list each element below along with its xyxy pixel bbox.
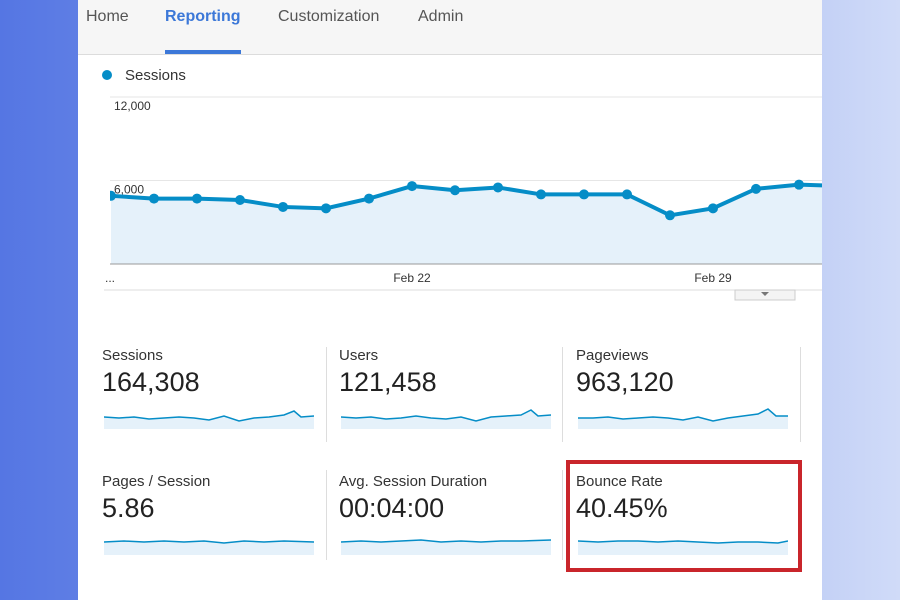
area [111,184,822,264]
point [536,189,546,200]
metric-card[interactable]: Pages / Session 5.86 [102,473,322,568]
metric-card[interactable]: Bounce Rate 40.45% [576,473,796,568]
legend-dot [102,70,112,80]
spark-line [341,539,551,543]
point [794,179,804,190]
divider [800,347,801,442]
spark-line [578,408,788,422]
point [110,190,116,201]
spark-line [341,409,551,422]
x-tick-label: Feb 22 [393,271,431,285]
point [665,210,675,221]
metric-value: 963,120 [576,367,674,397]
metric-value: 121,458 [339,367,437,397]
nav-bar: Home Reporting Customization Admin [78,0,822,55]
metric-label: Avg. Session Duration [339,473,488,490]
point [751,183,761,194]
metric-label: Sessions [102,347,163,364]
divider [562,470,563,560]
point [708,203,718,214]
point [278,201,288,212]
spark-area [104,541,314,555]
point [622,189,632,200]
line [110,182,822,218]
sparkline [578,408,788,429]
toggle-arrow [761,292,769,296]
metric-value: 40.45% [576,493,668,523]
metric-label: Bounce Rate [576,473,663,490]
nav-tab[interactable]: Home [86,8,129,25]
sparkline [341,539,551,555]
metric-value: 164,308 [102,367,200,397]
plot [110,179,822,264]
spark-line [104,410,314,422]
nav-tab[interactable]: Customization [278,8,380,25]
metric-label: Users [339,347,379,364]
point [149,193,159,204]
spark-area [578,409,788,429]
sparkline [104,540,314,555]
metric-card[interactable]: Users 121,458 [339,347,559,442]
point [192,193,202,204]
metric-value: 5.86 [102,493,155,523]
spark-area [578,541,788,555]
metric-card[interactable]: Sessions 164,308 [102,347,322,442]
panel: Home Reporting Customization Admin Sessions… [78,0,822,600]
y-tick-label: 6,000 [114,183,144,197]
point [579,189,589,200]
nav-tab[interactable]: Admin [418,8,464,25]
point [364,193,374,204]
x-tick-label: ... [105,271,115,285]
divider [326,470,327,560]
y-tick-label: 12,000 [114,99,151,113]
sparkline [341,409,551,429]
x-tick-label: Feb 29 [694,271,732,285]
metric-card[interactable]: Avg. Session Duration 00:04:00 [339,473,559,568]
metric-label: Pages / Session [102,473,211,490]
chart: Sessions 6,000 12,000... Feb 22 Feb 29 [102,67,822,301]
spark-line [104,540,314,544]
sparkline [104,410,314,429]
point [235,194,245,205]
point [321,203,331,214]
point [450,185,460,196]
metric-value: 00:04:00 [339,493,445,523]
legend-label: Sessions [125,67,186,84]
metric-label: Pageviews [576,347,649,364]
metric-card[interactable]: Pageviews 963,120 [576,347,796,442]
sparkline [578,540,788,555]
point [493,182,503,193]
point [407,181,417,192]
spark-area [341,540,551,555]
divider [326,347,327,442]
spark-line [578,540,788,544]
highlight-box [566,460,802,572]
nav-tab[interactable]: Reporting [165,8,241,54]
divider [562,347,563,442]
